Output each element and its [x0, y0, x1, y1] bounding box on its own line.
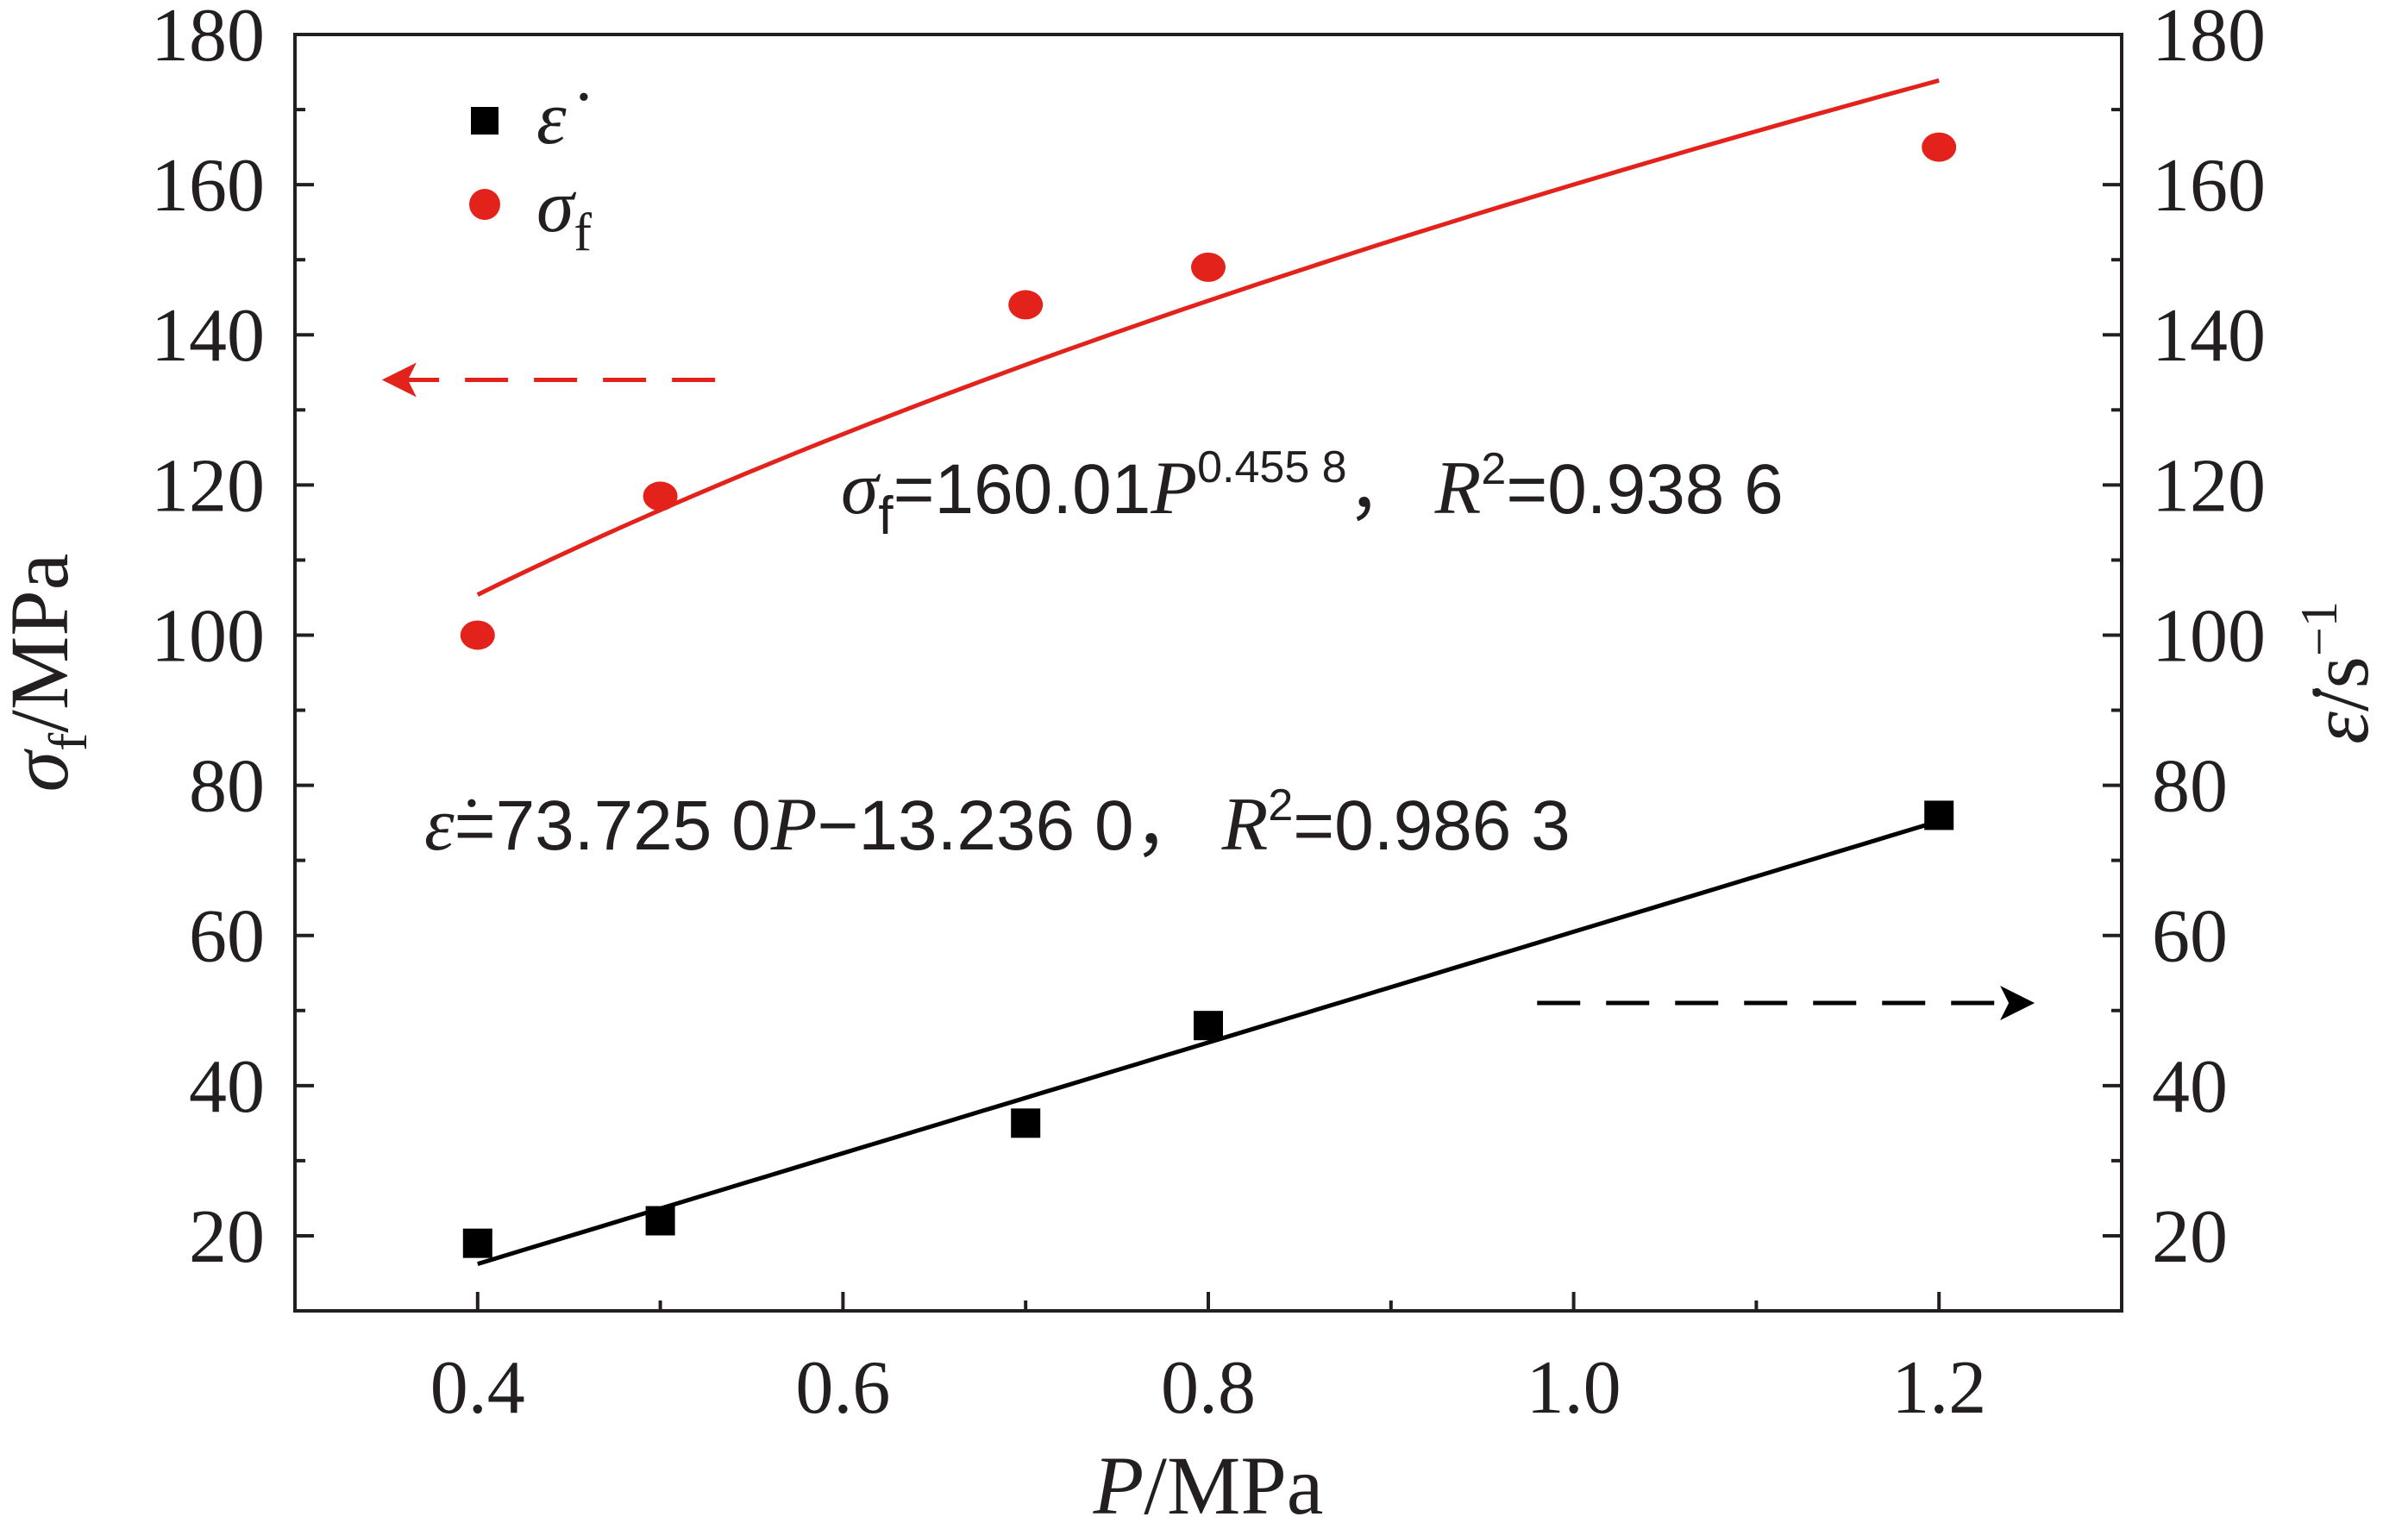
y-left-tick-label: 60: [189, 895, 265, 979]
point-sigma: [460, 620, 495, 650]
y-left-axis-title: σf/MPa: [0, 554, 98, 793]
x-axis-title-unit: /MPa: [1144, 1439, 1323, 1523]
y-right-tick-label: 120: [2152, 444, 2266, 528]
x-tick-label: 0.8: [1161, 1346, 1256, 1430]
eq-sigma-rvar: R: [1434, 447, 1482, 530]
point-epsilon: [1924, 800, 1954, 830]
legend-marker-sigma: [469, 189, 500, 220]
eq-sigma-pvar: P: [1150, 447, 1197, 530]
eq-eps-body: =73.725 0: [455, 787, 771, 865]
eq-eps-rest: −13.236 0，: [818, 787, 1205, 865]
y-left-axis: 20 40 60 80 100 120 140 160 180: [151, 0, 314, 1279]
y-left-title-var: σ: [0, 748, 85, 792]
legend: ε̇ σf: [469, 77, 592, 262]
eq-eps-rexp: 2: [1268, 780, 1293, 830]
point-sigma: [1008, 290, 1044, 320]
y-left-title-unit: /MPa: [0, 554, 85, 733]
fit-line-sigma: [476, 78, 1940, 597]
eq-eps-pvar: P: [770, 783, 818, 867]
eq-eps-rval: =0.986 3: [1293, 787, 1570, 865]
data-points: [460, 132, 1957, 1258]
arrows: [381, 362, 2035, 1021]
eq-sigma-rval: =0.938 6: [1506, 450, 1783, 529]
eq-sigma-body: =160.01: [894, 450, 1151, 529]
y-right-tick-label: 160: [2152, 144, 2266, 228]
fit-line-epsilon: [477, 818, 1940, 1266]
point-sigma: [1922, 132, 1957, 162]
eq-sigma-sep: ，: [1347, 450, 1418, 529]
point-epsilon: [1011, 1108, 1041, 1138]
x-axis-title: P/MPa: [1093, 1439, 1324, 1523]
eq-eps-rvar: R: [1221, 783, 1269, 867]
point-epsilon: [1194, 1011, 1223, 1041]
fit-lines: [476, 78, 1940, 1266]
y-right-tick-label: 180: [2152, 0, 2266, 78]
y-right-tick-label: 80: [2152, 745, 2228, 829]
y-left-tick-label: 140: [151, 294, 265, 378]
y-left-tick-label: 20: [189, 1195, 265, 1279]
eq-sigma-rexp: 2: [1481, 444, 1506, 494]
point-sigma: [1191, 252, 1226, 282]
x-tick-label: 1.0: [1527, 1346, 1621, 1430]
x-tick-label: 0.4: [430, 1346, 525, 1430]
y-right-title-sup: −1: [2291, 601, 2348, 656]
y-left-tick-label: 80: [189, 745, 265, 829]
y-left-title-sub: f: [37, 732, 98, 751]
eq-sigma-var: σ: [841, 447, 881, 530]
point-sigma: [643, 481, 678, 511]
y-left-tick-label: 100: [151, 594, 265, 678]
y-left-tick-label: 40: [189, 1045, 265, 1129]
y-right-tick-label: 20: [2152, 1195, 2228, 1279]
equation-sigma: σf=160.01P0.455 8， R2=0.938 6: [841, 442, 1784, 546]
y-right-tick-label: 100: [2152, 594, 2266, 678]
legend-label-epsilon: ε̇: [536, 77, 588, 160]
y-right-title-unit: /s: [2293, 656, 2386, 711]
eq-sigma-sub: f: [878, 486, 894, 546]
y-right-axis-title: ε̇/s−1: [2291, 601, 2386, 744]
y-right-tick-label: 60: [2152, 895, 2228, 979]
y-left-tick-label: 160: [151, 144, 265, 228]
point-epsilon: [462, 1228, 492, 1258]
y-right-tick-label: 140: [2152, 294, 2266, 378]
x-tick-label: 1.2: [1891, 1346, 1986, 1430]
eq-sigma-exp: 0.455 8: [1197, 442, 1347, 492]
x-tick-label: 0.6: [795, 1346, 890, 1430]
y-left-tick-label: 180: [151, 0, 265, 78]
y-right-tick-label: 40: [2152, 1045, 2228, 1129]
equation-epsilon: ε̇=73.725 0P−13.236 0， R2=0.986 3: [424, 780, 1571, 867]
x-axis: 0.4 0.6 0.8 1.0 1.2: [430, 1292, 1986, 1430]
x-axis-title-var: P: [1093, 1439, 1144, 1523]
y-right-axis: 20 40 60 80 100 120 140 160 180: [2103, 0, 2266, 1279]
legend-label-sigma: σf: [536, 165, 592, 262]
legend-marker-epsilon: [471, 107, 499, 135]
y-left-tick-label: 120: [151, 444, 265, 528]
point-epsilon: [645, 1206, 675, 1236]
